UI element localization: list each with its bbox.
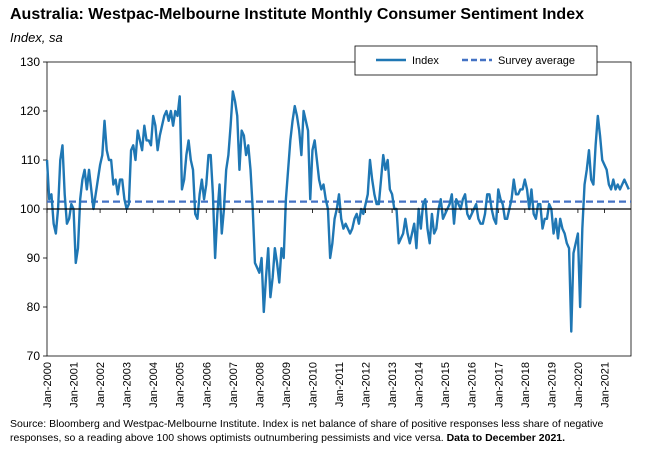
x-tick-label: Jan-2016 [467, 362, 479, 408]
x-tick-label: Jan-2005 [175, 362, 187, 408]
source-note: Source: Bloomberg and Westpac-Melbourne … [10, 417, 640, 445]
y-axis-ticks: 70 80 90 100 110 120 130 [20, 55, 47, 363]
chart-title: Australia: Westpac-Melbourne Institute M… [10, 6, 584, 23]
legend-average-label: Survey average [498, 55, 575, 67]
x-tick-label: Jan-2000 [42, 362, 54, 408]
x-tick-label: Jan-2020 [573, 362, 585, 408]
y-tick-label: 130 [20, 55, 40, 69]
y-tick-label: 100 [20, 202, 40, 216]
x-tick-label: Jan-2021 [599, 362, 611, 408]
x-tick-label: Jan-2007 [228, 362, 240, 408]
x-tick-label: Jan-2006 [201, 362, 213, 408]
source-text: Source: Bloomberg and Westpac-Melbourne … [10, 418, 604, 444]
y-tick-label: 110 [21, 153, 40, 167]
x-tick-label: Jan-2019 [546, 362, 558, 408]
x-tick-label: Jan-2013 [387, 362, 399, 408]
y-tick-label: 70 [27, 349, 41, 363]
x-tick-label: Jan-2009 [281, 362, 293, 408]
legend: Index Survey average [354, 45, 598, 76]
y-axis-unit-label: Index, sa [10, 30, 63, 45]
y-tick-label: 120 [20, 104, 40, 118]
x-tick-label: Jan-2012 [361, 362, 373, 408]
x-tick-label: Jan-2002 [95, 362, 107, 408]
x-axis-ticks: Jan-2000 Jan-2001 Jan-2002 Jan-2003 Jan-2004… [42, 209, 611, 408]
x-tick-label: Jan-2001 [69, 362, 81, 408]
index-series-line [45, 90, 630, 333]
x-tick-label: Jan-2015 [440, 362, 452, 408]
legend-index-label: Index [412, 55, 439, 67]
data-date-note: Data to December 2021. [446, 432, 566, 444]
x-tick-label: Jan-2011 [334, 362, 346, 407]
y-tick-label: 80 [27, 300, 41, 314]
x-tick-label: Jan-2003 [122, 362, 134, 408]
x-tick-label: Jan-2014 [414, 362, 426, 408]
x-tick-label: Jan-2004 [148, 362, 160, 408]
x-tick-label: Jan-2010 [307, 362, 319, 408]
x-tick-label: Jan-2008 [254, 362, 266, 408]
x-tick-label: Jan-2017 [493, 362, 505, 408]
y-tick-label: 90 [27, 251, 41, 265]
x-tick-label: Jan-2018 [520, 362, 532, 408]
